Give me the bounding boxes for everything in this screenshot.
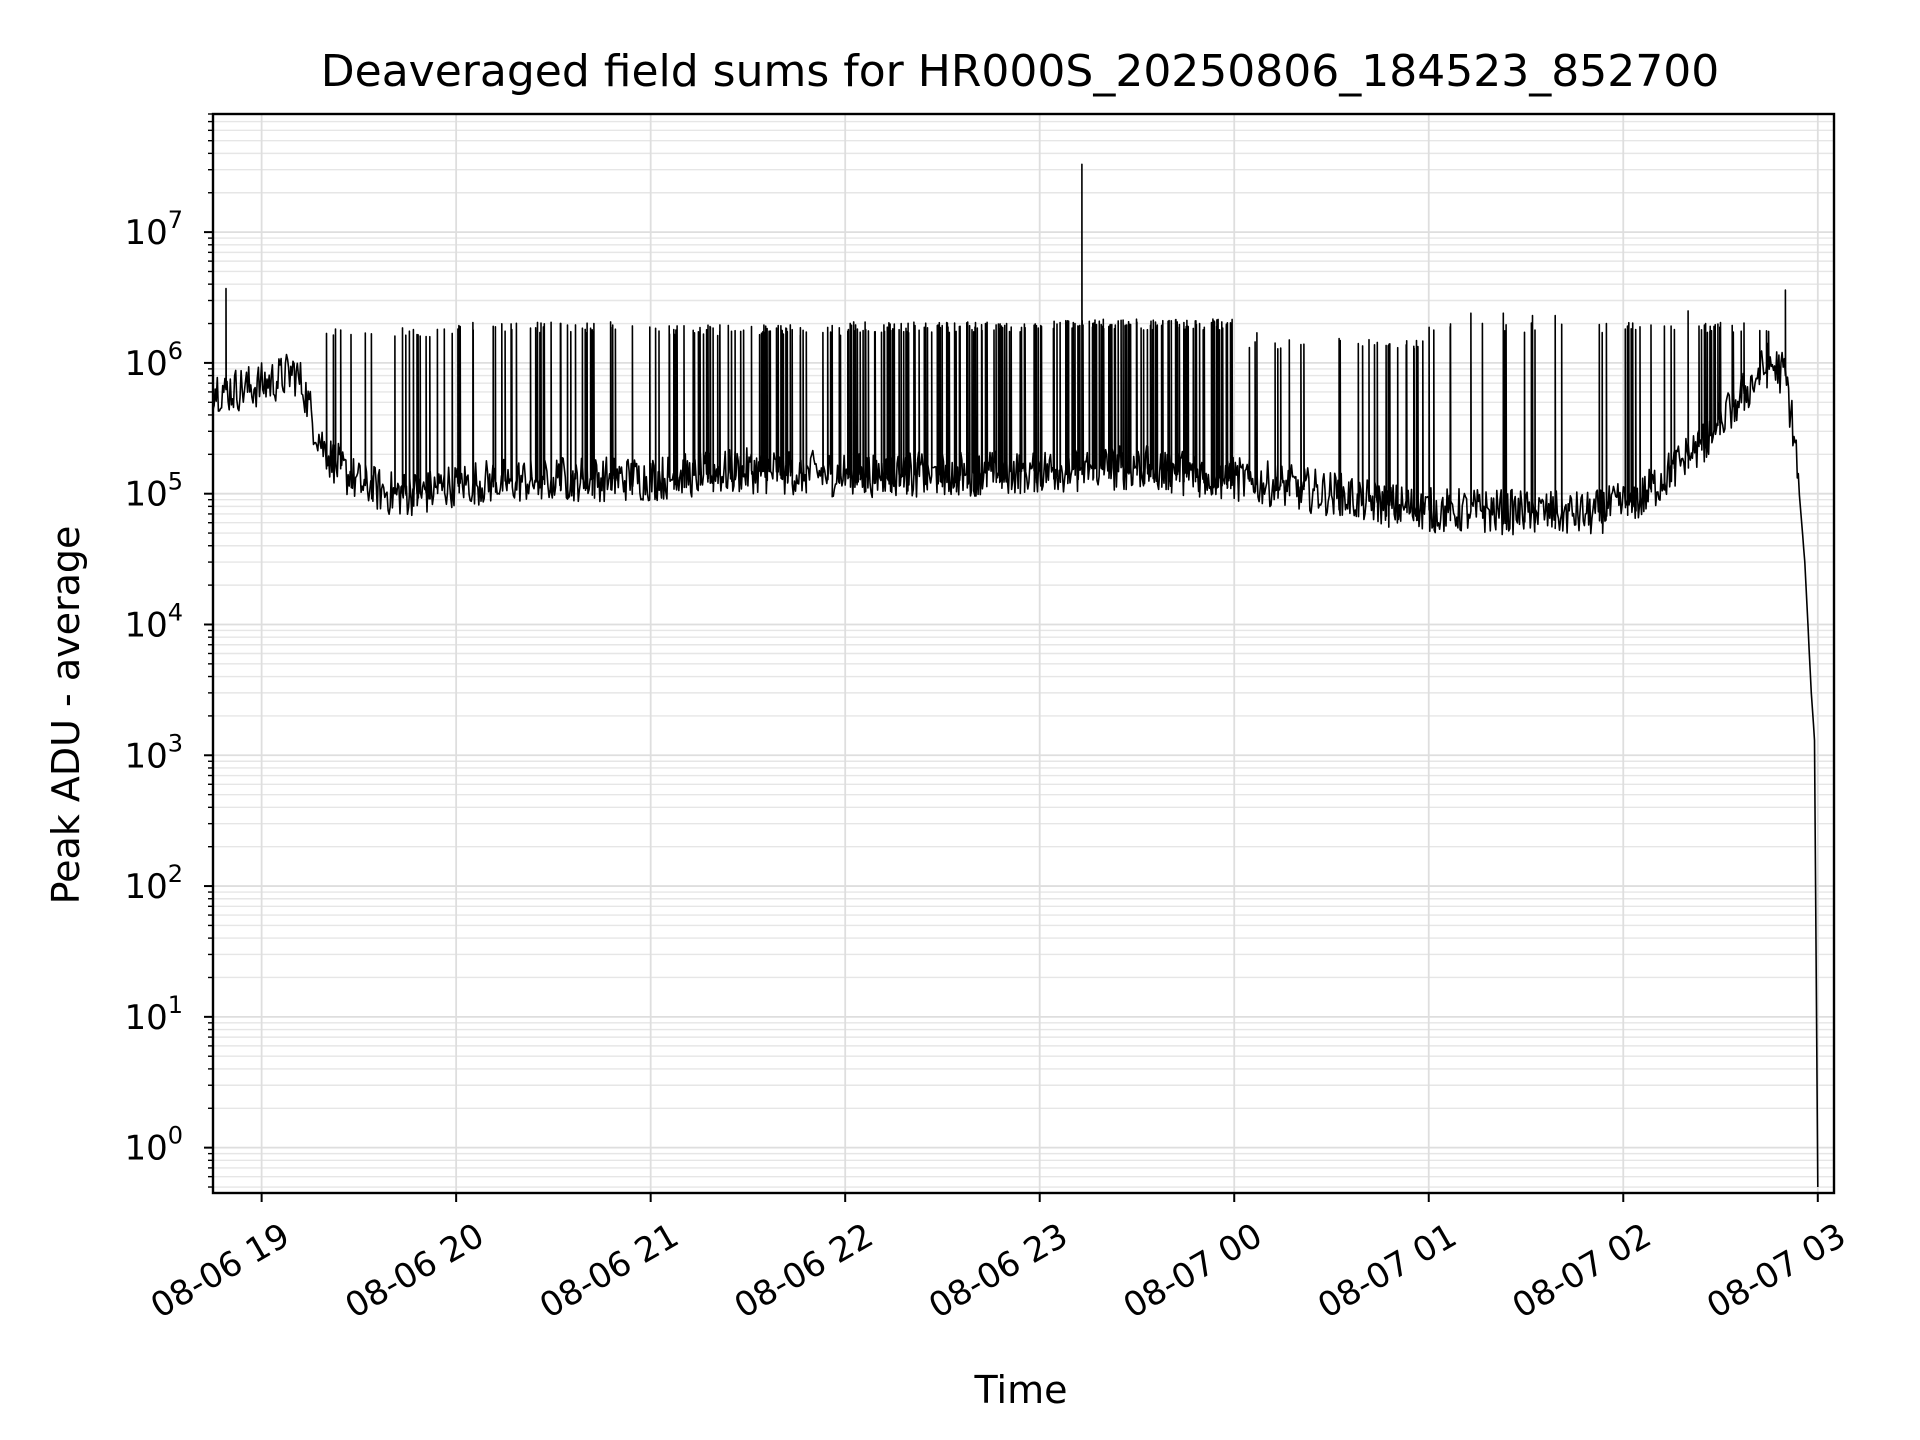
major-gridlines — [213, 114, 1834, 1193]
y-tick-exponent: 1 — [168, 991, 183, 1019]
x-axis-label: Time — [974, 1368, 1068, 1412]
series-layer — [212, 163, 1819, 1188]
y-tick-base: 10 — [124, 605, 167, 645]
y-tick-base: 10 — [124, 867, 167, 907]
y-tick-label: 107 — [124, 206, 183, 253]
y-axis-label: Peak ADU - average — [44, 526, 88, 905]
y-tick-label: 102 — [124, 860, 183, 907]
y-tick-exponent: 4 — [168, 598, 183, 626]
y-tick-base: 10 — [124, 475, 167, 515]
y-tick-label: 104 — [124, 598, 183, 645]
y-tick-label: 100 — [124, 1122, 183, 1169]
y-tick-label: 106 — [124, 337, 183, 384]
y-tick-base: 10 — [124, 998, 167, 1038]
y-tick-exponent: 0 — [168, 1122, 183, 1150]
y-tick-exponent: 2 — [168, 860, 183, 888]
y-tick-exponent: 3 — [168, 729, 183, 757]
minor-gridlines — [213, 113, 1834, 1188]
y-tick-label: 105 — [124, 468, 183, 515]
y-tick-exponent: 6 — [168, 337, 183, 365]
y-tick-base: 10 — [124, 344, 167, 384]
y-tick-base: 10 — [124, 213, 167, 253]
chart-title: Deaveraged field sums for HR000S_2025080… — [321, 46, 1719, 97]
y-tick-exponent: 7 — [168, 206, 183, 234]
y-tick-exponent: 5 — [168, 468, 183, 496]
y-tick-label: 103 — [124, 729, 183, 776]
y-tick-base: 10 — [124, 736, 167, 776]
y-tick-base: 10 — [124, 1129, 167, 1169]
y-tick-label: 101 — [124, 991, 183, 1038]
series-line — [212, 163, 1819, 1188]
